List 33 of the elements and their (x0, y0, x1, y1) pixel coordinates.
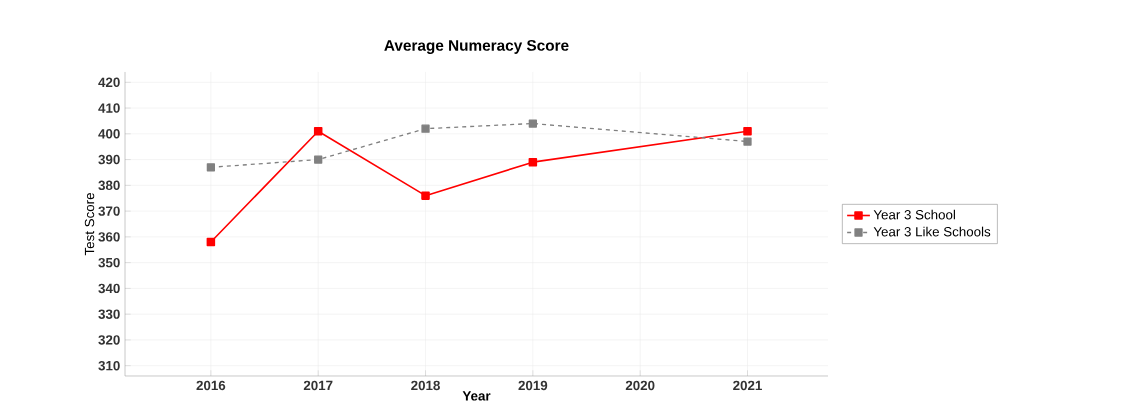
x-tick-label: 2017 (303, 380, 333, 391)
y-tick-label: 400 (98, 129, 120, 139)
point (743, 126, 752, 136)
y-tick-label: 380 (98, 180, 120, 191)
point (313, 126, 323, 136)
y-tick-label: 390 (98, 154, 120, 165)
y-tick-label: 330 (98, 309, 120, 319)
y-tick-label: 420 (98, 77, 120, 88)
y-tick-label: 350 (98, 257, 120, 268)
point (421, 124, 430, 133)
point (528, 119, 537, 128)
y-tick-label: 370 (98, 206, 120, 216)
y-tick-label: 410 (98, 103, 120, 113)
x-axis-title: Year (462, 391, 491, 401)
legend-label: Year 3 Like Schools (873, 226, 991, 237)
y-tick-label: 310 (98, 360, 120, 371)
x-tick-label: 2021 (733, 380, 762, 391)
point (314, 155, 323, 164)
point (206, 163, 216, 172)
y-tick-label: 340 (98, 283, 120, 294)
point (206, 237, 216, 247)
point (528, 157, 538, 167)
x-tick-label: 2018 (411, 380, 440, 391)
y-tick-label: 360 (98, 232, 120, 242)
x-tick-label: 2016 (196, 380, 226, 391)
chart-title: Average Numeracy Score (384, 40, 569, 54)
x-tick-label: 2019 (518, 380, 548, 391)
point (743, 137, 752, 146)
point (421, 191, 430, 200)
y-tick-label: 320 (98, 335, 120, 345)
x-tick-label: 2020 (625, 380, 655, 391)
y-axis-title: Test Score (84, 193, 95, 256)
legend-label: Year 3 School (873, 209, 955, 220)
